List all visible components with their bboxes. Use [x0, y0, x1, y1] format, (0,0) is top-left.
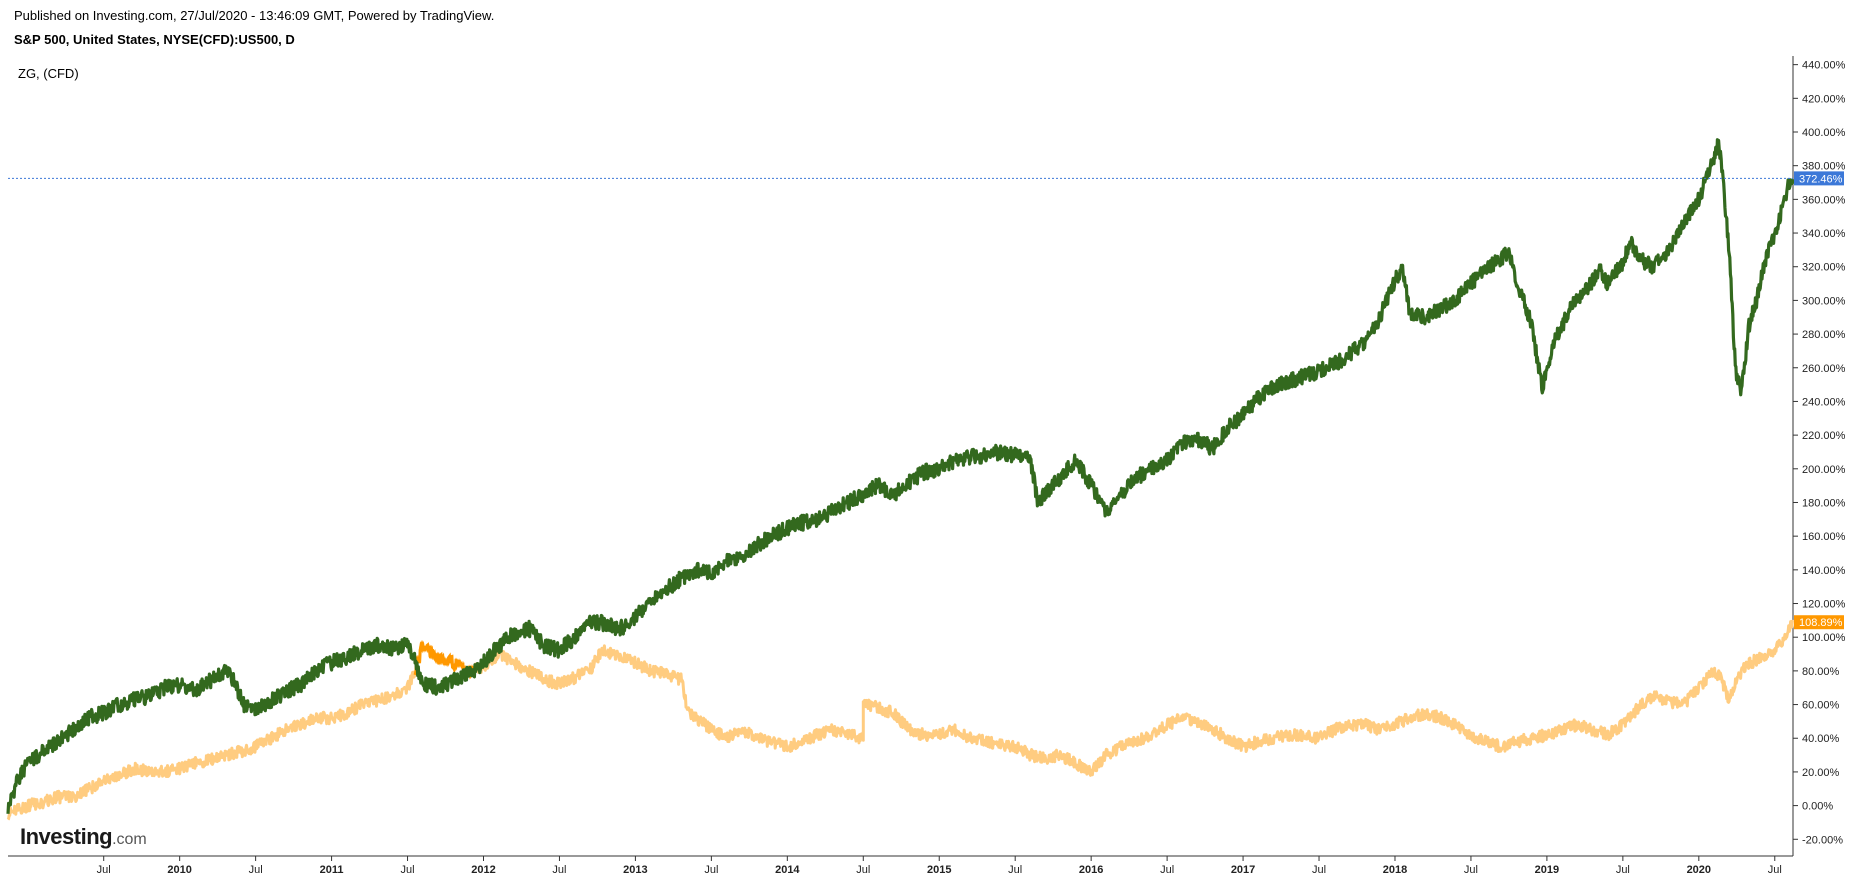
- x-tick-label: 2014: [775, 864, 800, 876]
- investing-logo: Investing.com: [20, 824, 147, 849]
- x-tick-label: 2015: [927, 864, 951, 876]
- y-tick-label: 300.00%: [1802, 295, 1846, 307]
- x-tick-label: 2010: [167, 864, 191, 876]
- x-tick-label: Jul: [704, 864, 718, 876]
- x-tick-label: Jul: [1464, 864, 1478, 876]
- x-tick-label: Jul: [1616, 864, 1630, 876]
- publish-info: Published on Investing.com, 27/Jul/2020 …: [14, 8, 495, 23]
- y-tick-label: 80.00%: [1802, 666, 1840, 678]
- chart-price-badges: 372.46% 108.89%: [8, 171, 1844, 630]
- y-tick-label: 160.00%: [1802, 531, 1846, 543]
- x-tick-label: 2020: [1687, 864, 1711, 876]
- y-tick-label: 60.00%: [1802, 700, 1840, 712]
- y-tick-label: 100.00%: [1802, 632, 1846, 644]
- y-tick-label: 380.00%: [1802, 161, 1846, 173]
- zg-series-line: [6, 619, 1795, 821]
- y-tick-label: 200.00%: [1802, 464, 1846, 476]
- y-tick-label: 360.00%: [1802, 194, 1846, 206]
- compare-symbol-label: ZG, (CFD): [18, 66, 79, 81]
- x-tick-label: Jul: [97, 864, 111, 876]
- chart-series: [6, 138, 1795, 821]
- zg-last-value-label: 108.89%: [1799, 617, 1843, 629]
- x-tick-label: 2012: [471, 864, 495, 876]
- y-tick-label: 400.00%: [1802, 127, 1846, 139]
- symbol-title: S&P 500, United States, NYSE(CFD):US500,…: [14, 32, 295, 47]
- sp500-last-value-badge: [1794, 171, 1844, 186]
- y-tick-label: 120.00%: [1802, 599, 1846, 611]
- x-tick-label: 2011: [320, 864, 344, 876]
- x-tick-label: Jul: [1008, 864, 1022, 876]
- zg-last-value-badge: [1794, 615, 1844, 630]
- y-tick-label: 320.00%: [1802, 262, 1846, 274]
- x-tick-label: 2018: [1383, 864, 1407, 876]
- x-tick-label: Jul: [249, 864, 263, 876]
- y-tick-label: 440.00%: [1802, 60, 1846, 72]
- x-tick-label: Jul: [552, 864, 566, 876]
- y-tick-label: 260.00%: [1802, 363, 1846, 375]
- y-tick-label: 280.00%: [1802, 329, 1846, 341]
- x-tick-label: Jul: [856, 864, 870, 876]
- chart-axes: -20.00% 0.00% 20.00% 40.00% 60.00% 80.00% 100.…: [8, 56, 1846, 876]
- y-tick-label: 0.00%: [1802, 801, 1833, 813]
- x-tick-label: 2016: [1079, 864, 1103, 876]
- x-tick-label: Jul: [1768, 864, 1782, 876]
- y-tick-label: 20.00%: [1802, 767, 1840, 779]
- y-tick-label: 180.00%: [1802, 497, 1846, 509]
- x-tick-label: 2019: [1535, 864, 1559, 876]
- x-tick-label: Jul: [401, 864, 415, 876]
- sp500-last-value-label: 372.46%: [1799, 173, 1843, 185]
- x-tick-label: 2017: [1231, 864, 1255, 876]
- y-tick-label: 220.00%: [1802, 430, 1846, 442]
- y-tick-label: 340.00%: [1802, 228, 1846, 240]
- x-tick-label: Jul: [1160, 864, 1174, 876]
- x-tick-label: Jul: [1312, 864, 1326, 876]
- y-tick-label: -20.00%: [1802, 834, 1843, 846]
- y-tick-label: 420.00%: [1802, 93, 1846, 105]
- y-tick-label: 140.00%: [1802, 565, 1846, 577]
- sp500-series-line: [6, 138, 1795, 814]
- y-tick-label: 40.00%: [1802, 733, 1840, 745]
- x-tick-label: 2013: [623, 864, 647, 876]
- y-tick-label: 240.00%: [1802, 396, 1846, 408]
